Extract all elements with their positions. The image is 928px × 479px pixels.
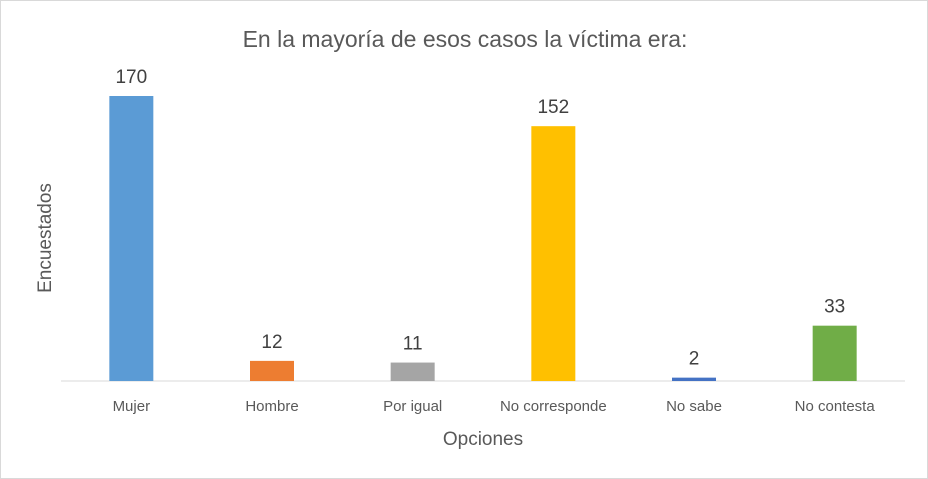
x-tick-label-5: No contesta [795, 398, 876, 415]
y-axis-label: Encuestados [35, 183, 56, 293]
x-tick-label-1: Hombre [245, 398, 298, 415]
data-label-0: 170 [115, 67, 147, 88]
data-label-3: 152 [537, 97, 569, 118]
bar-4 [672, 377, 716, 381]
x-tick-label-0: Mujer [113, 398, 151, 415]
data-label-1: 12 [261, 332, 282, 353]
bar-1 [250, 360, 294, 381]
bar-2 [390, 362, 435, 381]
chart-title: En la mayoría de esos casos la víctima e… [243, 26, 688, 52]
bar-5 [812, 325, 857, 381]
bar-0 [109, 96, 154, 381]
bar-3 [531, 126, 576, 381]
x-tick-label-4: No sabe [666, 398, 722, 415]
bars-group: 170 Mujer 12 Hombre 11 Por igual 152 No corresp… [109, 67, 875, 415]
data-label-2: 11 [403, 334, 423, 355]
data-label-4: 2 [689, 349, 700, 370]
x-axis-label: Opciones [443, 429, 523, 450]
data-label-5: 33 [824, 297, 845, 318]
x-tick-label-3: No corresponde [500, 398, 607, 415]
x-tick-label-2: Por igual [383, 398, 442, 415]
